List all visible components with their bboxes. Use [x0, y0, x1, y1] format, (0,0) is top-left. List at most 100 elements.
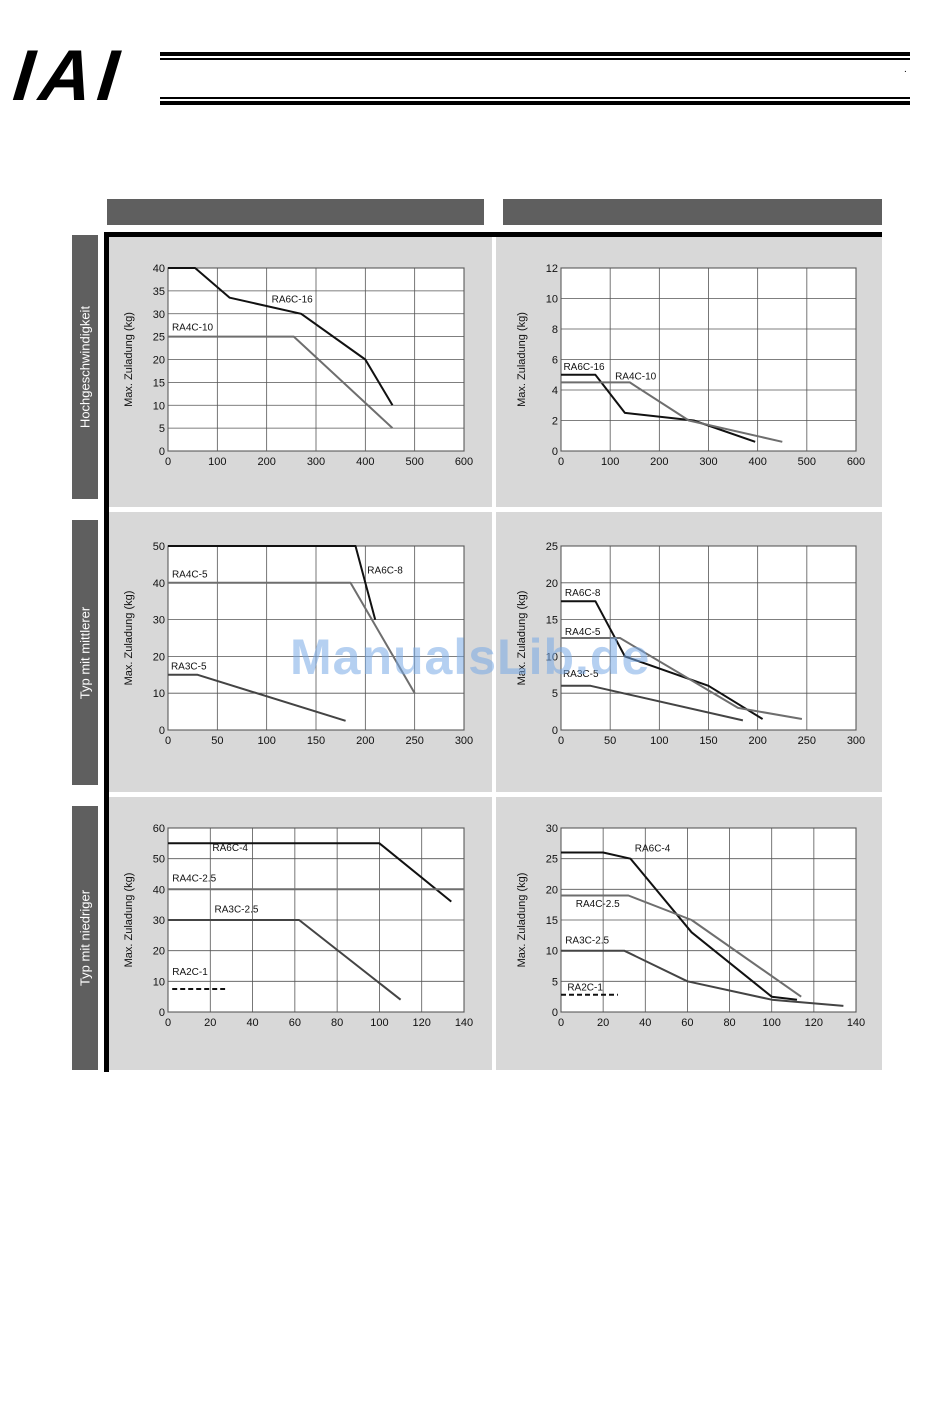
row-tab-high-speed: Hochgeschwindigkeit [72, 235, 98, 499]
x-tick-label: 0 [558, 456, 564, 468]
series-label: RA3C-2.5 [565, 935, 609, 946]
y-tick-label: 30 [153, 615, 165, 627]
y-tick-label: 10 [546, 946, 558, 958]
y-tick-label: 0 [552, 1007, 558, 1019]
y-tick-label: 12 [546, 263, 558, 275]
series-line-ra3c-2-5 [168, 919, 402, 1001]
x-tick-label: 140 [455, 1017, 473, 1029]
y-axis-label: Max. Zuladung (kg) [123, 591, 135, 686]
y-tick-label: 10 [546, 294, 558, 306]
chart-cell: 0 50 100 150 200 250 300 0 10 20 30 40 50 Max. Zuladu… [109, 512, 492, 792]
x-tick-label: 500 [798, 456, 816, 468]
series-line-ra4c-2-5 [561, 894, 802, 998]
row-tab-medium: Typ mit mittlerer [72, 520, 98, 785]
x-tick-label: 0 [165, 1017, 171, 1029]
chart-cell: 0 100 200 300 400 500 600 0 5 10 15 20 25 30 35 40 Max. … [109, 237, 492, 507]
series-label: RA6C-4 [635, 843, 671, 854]
y-tick-label: 0 [159, 446, 165, 458]
series-label: RA4C-5 [565, 627, 601, 638]
column-header-right [503, 199, 882, 225]
chart-low-horizontal: 0 20 40 60 80 100 120 140 0 10 20 30 40 50 60 Max. Zula… [123, 823, 473, 1029]
series-label: RA4C-10 [615, 371, 657, 382]
x-tick-label: 0 [165, 735, 171, 747]
series-label: RA6C-16 [563, 362, 605, 373]
chart-medium-horizontal: 0 50 100 150 200 250 300 0 10 20 30 40 50 Max. Zuladu… [123, 541, 473, 747]
y-tick-label: 30 [153, 915, 165, 927]
chart-cell: 0 100 200 300 400 500 600 0 2 4 6 8 10 12 Max. Zuladun… [496, 237, 882, 507]
y-tick-label: 30 [153, 309, 165, 321]
series-label: RA3C-5 [171, 661, 207, 672]
y-tick-label: 40 [153, 884, 165, 896]
x-tick-label: 150 [307, 735, 325, 747]
series-label: RA4C-5 [172, 569, 208, 580]
y-tick-label: 50 [153, 541, 165, 553]
x-tick-label: 140 [847, 1017, 865, 1029]
x-tick-label: 300 [455, 735, 473, 747]
y-axis-label: Max. Zuladung (kg) [123, 873, 135, 968]
x-tick-label: 300 [307, 456, 325, 468]
chart-high-speed-vertical: 0 100 200 300 400 500 600 0 2 4 6 8 10 12 Max. Zuladun… [516, 263, 865, 468]
series-label: RA6C-8 [367, 566, 403, 577]
table-left-border [104, 232, 109, 1072]
y-tick-label: 25 [546, 854, 558, 866]
company-logo: IAI [9, 36, 129, 116]
x-tick-label: 60 [681, 1017, 693, 1029]
row-label: Typ mit mittlerer [77, 606, 93, 699]
y-axis-label: Max. Zuladung (kg) [516, 873, 528, 968]
y-tick-label: 20 [153, 946, 165, 958]
series-line-ra6c-4 [168, 842, 452, 903]
y-tick-label: 15 [546, 615, 558, 627]
y-tick-label: 10 [153, 976, 165, 988]
x-tick-label: 200 [748, 735, 766, 747]
x-tick-label: 20 [597, 1017, 609, 1029]
chart-cell: 0 20 40 60 80 100 120 140 0 10 20 30 40 50 60 Max. Zula… [109, 797, 492, 1070]
header-rule [160, 97, 910, 99]
x-tick-label: 80 [723, 1017, 735, 1029]
x-tick-label: 0 [558, 1017, 564, 1029]
series-line-ra4c-5 [561, 637, 803, 720]
y-tick-label: 50 [153, 854, 165, 866]
series-line-ra6c-8 [561, 600, 764, 720]
series-label: RA2C-1 [567, 983, 603, 994]
y-tick-label: 10 [153, 688, 165, 700]
y-tick-label: 20 [546, 578, 558, 590]
chart-cell: 0 50 100 150 200 250 300 0 5 10 15 20 25 Max. Zuladun… [496, 512, 882, 792]
x-tick-label: 120 [805, 1017, 823, 1029]
y-axis-label: Max. Zuladung (kg) [516, 591, 528, 686]
x-tick-label: 0 [558, 735, 564, 747]
y-tick-label: 0 [159, 725, 165, 737]
y-tick-label: 15 [153, 377, 165, 389]
table-top-border [104, 232, 882, 237]
y-tick-label: 30 [546, 823, 558, 835]
series-label: RA3C-2.5 [215, 904, 259, 915]
y-tick-label: 0 [552, 446, 558, 458]
y-tick-label: 2 [552, 416, 558, 428]
y-tick-label: 20 [153, 651, 165, 663]
x-tick-label: 0 [165, 456, 171, 468]
series-label: RA6C-16 [272, 294, 314, 305]
chart-cell: 0 20 40 60 80 100 120 140 0 5 10 15 20 25 30 Max. Zulad… [496, 797, 882, 1070]
series-line-ra6c-8 [168, 545, 377, 620]
x-tick-label: 50 [211, 735, 223, 747]
x-tick-label: 500 [405, 456, 423, 468]
y-tick-label: 20 [153, 355, 165, 367]
y-axis-label: Max. Zuladung (kg) [516, 312, 528, 407]
y-tick-label: 5 [552, 976, 558, 988]
series-line-ra4c-5 [168, 581, 416, 694]
x-tick-label: 80 [331, 1017, 343, 1029]
series-line-ra3c-5 [561, 684, 744, 722]
x-tick-label: 300 [699, 456, 717, 468]
x-tick-label: 40 [639, 1017, 651, 1029]
y-tick-label: 15 [546, 915, 558, 927]
y-tick-label: 4 [552, 385, 558, 397]
x-tick-label: 20 [204, 1017, 216, 1029]
y-tick-label: 10 [153, 400, 165, 412]
y-tick-label: 5 [159, 423, 165, 435]
x-tick-label: 100 [370, 1017, 388, 1029]
y-tick-label: 35 [153, 286, 165, 298]
chart-low-vertical: 0 20 40 60 80 100 120 140 0 5 10 15 20 25 30 Max. Zulad… [516, 823, 865, 1029]
header-rule [160, 52, 910, 56]
series-label: RA6C-8 [565, 588, 601, 599]
series-line-ra4c-10 [561, 381, 783, 443]
series-label: RA4C-10 [172, 323, 214, 334]
